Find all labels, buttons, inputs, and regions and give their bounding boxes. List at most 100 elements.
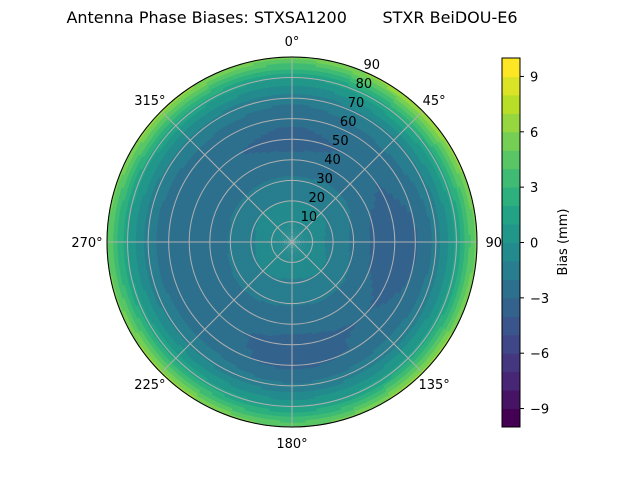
contour-cell — [395, 267, 401, 278]
contour-cell — [357, 315, 366, 324]
contour-cell — [419, 264, 425, 276]
contour-cell — [311, 92, 325, 98]
contour-cell — [333, 173, 340, 180]
contour-cell — [463, 197, 469, 213]
contour-cell — [358, 208, 364, 215]
contour-cell — [406, 149, 416, 162]
contour-cell — [354, 354, 365, 363]
contour-cell — [361, 332, 371, 341]
contour-cell — [448, 280, 455, 295]
contour-cell — [362, 126, 373, 135]
contour-cell — [360, 218, 365, 225]
contour-cell — [370, 281, 376, 289]
contour-cell — [380, 170, 389, 180]
contour-cell — [404, 368, 418, 381]
contour-cell — [344, 139, 354, 147]
contour-cell — [379, 219, 384, 227]
contour-cell — [433, 157, 443, 171]
contour-cell — [341, 144, 351, 152]
contour-cell — [387, 387, 401, 399]
contour-cell — [396, 198, 403, 208]
contour-cell — [321, 295, 328, 301]
contour-cell — [365, 272, 371, 280]
contour-cell — [356, 258, 361, 265]
contour-cell — [352, 124, 363, 133]
contour-cell — [345, 302, 353, 309]
contour-cell — [370, 362, 383, 372]
contour-cell — [379, 270, 385, 279]
contour-cell — [336, 115, 348, 123]
contour-cell — [422, 274, 429, 287]
contour-cell — [325, 316, 334, 322]
contour-cell — [427, 147, 438, 161]
contour-cell — [394, 198, 401, 209]
contour-cell — [387, 309, 396, 319]
contour-cell — [347, 134, 358, 142]
contour-cell — [302, 71, 317, 76]
contour-cell — [340, 296, 347, 303]
contour-cell — [325, 293, 332, 299]
contour-cell — [453, 258, 459, 272]
contour-cell — [338, 213, 343, 219]
contour-cell — [341, 159, 350, 166]
contour-cell — [383, 157, 392, 167]
contour-cell — [380, 96, 394, 107]
contour-cell — [375, 262, 381, 271]
contour-cell — [388, 201, 395, 211]
contour-cell — [365, 313, 374, 322]
contour-cell — [350, 206, 356, 213]
contour-cell — [323, 299, 330, 305]
contour-cell — [371, 156, 380, 166]
contour-cell — [368, 280, 375, 288]
contour-cell — [392, 339, 403, 350]
contour-cell — [395, 314, 404, 326]
contour-cell — [424, 135, 435, 149]
contour-cell — [368, 148, 378, 157]
contour-cell — [405, 212, 411, 223]
contour-cell — [433, 266, 439, 279]
contour-cell — [366, 216, 371, 224]
contour-cell — [325, 78, 339, 85]
contour-cell — [328, 110, 340, 117]
contour-cell — [319, 301, 326, 307]
contour-cell — [377, 284, 384, 294]
contour-cell — [367, 314, 376, 323]
contour-cell — [383, 177, 391, 188]
contour-cell — [383, 307, 392, 317]
contour-cell — [356, 208, 362, 216]
contour-cell — [448, 149, 458, 164]
contour-cell — [383, 296, 391, 307]
contour-cell — [435, 169, 444, 183]
contour-cell — [320, 305, 328, 311]
contour-cell — [353, 285, 360, 293]
contour-cell — [381, 211, 387, 220]
contour-cell — [348, 180, 356, 188]
contour-cell — [371, 268, 377, 276]
contour-cell — [401, 269, 407, 279]
contour-cell — [428, 286, 436, 300]
contour-cell — [416, 304, 425, 316]
contour-cell — [363, 284, 370, 293]
contour-cell — [356, 268, 362, 276]
contour-cell — [359, 85, 374, 94]
contour-cell — [467, 209, 473, 225]
contour-cell — [443, 213, 449, 227]
contour-cell — [374, 165, 382, 175]
contour-cell — [317, 114, 329, 120]
contour-cell — [394, 293, 402, 304]
contour-cell — [371, 289, 379, 298]
contour-cell — [461, 271, 467, 286]
contour-cell — [332, 94, 345, 102]
contour-cell — [446, 164, 455, 179]
contour-cell — [321, 156, 330, 162]
contour-cell — [339, 130, 350, 138]
contour-cell — [414, 143, 425, 156]
contour-cell — [330, 292, 337, 298]
contour-cell — [350, 216, 356, 223]
contour-cell — [389, 183, 397, 193]
contour-cell — [415, 219, 420, 230]
contour-cell — [427, 255, 432, 268]
contour-cell — [352, 221, 357, 227]
contour-cell — [443, 268, 449, 282]
contour-cell — [398, 128, 410, 140]
